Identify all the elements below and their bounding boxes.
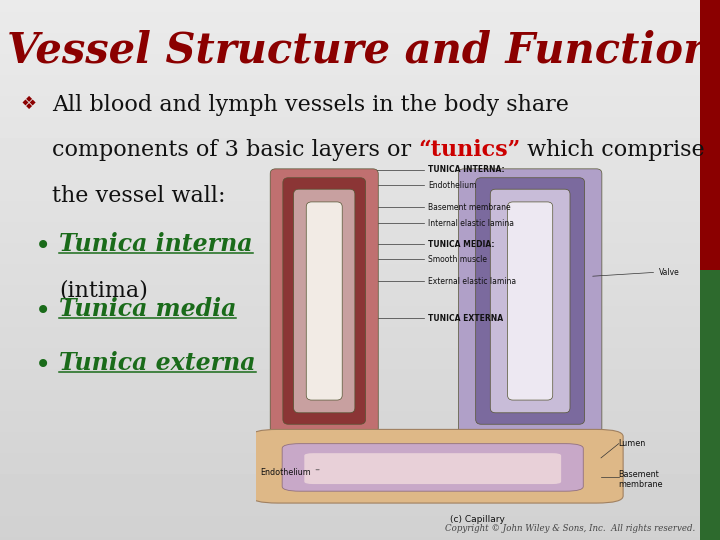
Text: Endothelium: Endothelium [428, 181, 477, 190]
Text: Valve: Valve [659, 268, 679, 277]
FancyBboxPatch shape [270, 169, 378, 433]
Text: ❖: ❖ [20, 94, 36, 112]
FancyBboxPatch shape [490, 189, 570, 413]
Text: Copyright © John Wiley & Sons, Inc.  All rights reserved.: Copyright © John Wiley & Sons, Inc. All … [444, 524, 695, 533]
Text: Internal elastic lamina: Internal elastic lamina [428, 219, 514, 227]
Text: TUNICA MEDIA:: TUNICA MEDIA: [428, 240, 495, 249]
Bar [700, 270, 720, 540]
Text: Vessel Structure and Function: Vessel Structure and Function [7, 30, 713, 72]
Text: Lumen
(a) Artery: Lumen (a) Artery [305, 461, 343, 481]
Text: Smooth muscle: Smooth muscle [428, 255, 487, 264]
FancyBboxPatch shape [306, 202, 342, 400]
FancyBboxPatch shape [459, 169, 602, 433]
FancyBboxPatch shape [508, 202, 553, 400]
Text: Tunica externa: Tunica externa [59, 351, 256, 375]
FancyBboxPatch shape [251, 429, 623, 503]
FancyBboxPatch shape [283, 178, 366, 424]
Text: All blood and lymph vessels in the body share: All blood and lymph vessels in the body … [52, 94, 569, 117]
Text: Lumen
(b) Vein: Lumen (b) Vein [515, 461, 546, 481]
Text: TUNICA INTERNA:: TUNICA INTERNA: [428, 165, 505, 174]
Text: Basement membrane: Basement membrane [428, 203, 511, 212]
Text: •: • [35, 297, 51, 325]
Text: Tunica interna: Tunica interna [59, 232, 253, 256]
Text: External elastic lamina: External elastic lamina [428, 277, 516, 286]
FancyBboxPatch shape [282, 444, 583, 491]
Text: •: • [35, 232, 51, 260]
Text: (intima): (intima) [59, 280, 148, 302]
Text: Endothelium: Endothelium [260, 468, 311, 477]
Text: Tunica media: Tunica media [59, 297, 236, 321]
Text: •: • [35, 351, 51, 379]
Text: which comprise: which comprise [521, 139, 705, 161]
Text: TUNICA EXTERNA: TUNICA EXTERNA [428, 314, 503, 323]
Text: Lumen: Lumen [618, 439, 646, 448]
FancyBboxPatch shape [305, 453, 561, 484]
FancyBboxPatch shape [294, 189, 355, 413]
Text: the vessel wall:: the vessel wall: [52, 185, 225, 207]
Text: Basement
membrane: Basement membrane [618, 470, 663, 489]
Text: components of 3 basic layers or: components of 3 basic layers or [52, 139, 418, 161]
Text: (c) Capillary: (c) Capillary [449, 516, 505, 524]
Text: “tunics”: “tunics” [418, 139, 521, 161]
FancyBboxPatch shape [476, 178, 585, 424]
Bar [700, 0, 720, 270]
